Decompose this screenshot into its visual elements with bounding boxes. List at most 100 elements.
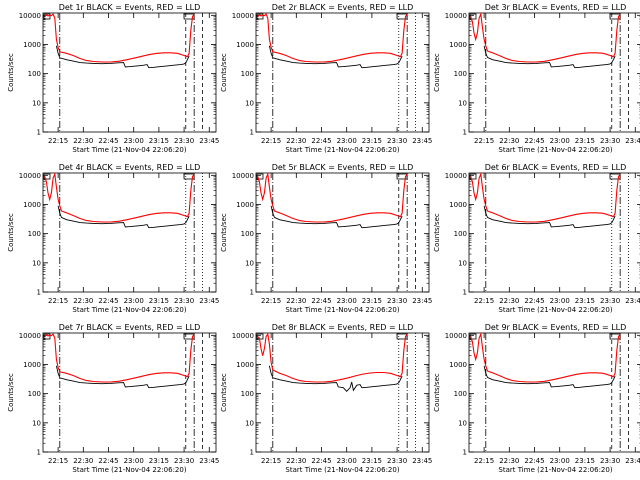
panel-4-flag-box-right [183, 173, 195, 180]
panel-1-title: Det 1r BLACK = Events, RED = LLD [59, 3, 201, 12]
panel-1-xtick-label: 23:00 [124, 137, 144, 145]
panel-1-ytick-label: 1000 [23, 41, 41, 49]
panel-9-flag-box-right [609, 333, 621, 340]
panel-8-xlabel: Start Time (21-Nov-04 22:06:20) [285, 466, 399, 474]
panel-7-xtick-label: 22:30 [73, 457, 93, 465]
panel-9-ytick-label: 10000 [445, 332, 467, 340]
panel-3-flag-box-left [469, 13, 477, 20]
panel-2-xtick-label: 23:45 [412, 137, 432, 145]
panel-6-xtick-label: 23:00 [550, 297, 570, 305]
panel-9-frame [468, 332, 640, 453]
panel-1-lld-line [44, 13, 195, 63]
panel-5-xtick-label: 23:30 [387, 297, 407, 305]
panel-1-xtick-label: 22:45 [98, 137, 118, 145]
panel-6-ytick-label: 100 [454, 230, 467, 238]
panel-7-events-line [55, 365, 190, 389]
panel-5-ytick-label: 10 [245, 259, 254, 267]
panel-4-xtick-label: 22:15 [48, 297, 68, 305]
panel-1-xtick-label: 23:15 [149, 137, 169, 145]
panel-1-events-line [55, 45, 190, 69]
panel-6-xtick-label: 22:30 [499, 297, 519, 305]
panel-1-xtick-label: 23:30 [174, 137, 194, 145]
panel-4-xtick-label: 22:30 [73, 297, 93, 305]
panel-2-xtick-label: 23:00 [337, 137, 357, 145]
panel-8-xtick-label: 23:45 [412, 457, 432, 465]
panel-4-ytick-label: 1000 [23, 201, 41, 209]
panel-7-lld-line [44, 333, 195, 383]
panel-8-title: Det 8r BLACK = Events, RED = LLD [272, 323, 414, 332]
panel-8-xtick-label: 22:45 [311, 457, 331, 465]
panel-7-xtick-label: 23:45 [199, 457, 219, 465]
panel-7-ytick-label: 1 [37, 449, 41, 457]
panel-4-xtick-label: 23:00 [124, 297, 144, 305]
panel-6-frame [468, 172, 640, 293]
panel-3-ytick-label: 10000 [445, 12, 467, 20]
panel-9-xtick-label: 23:30 [600, 457, 620, 465]
panel-7-flag-box-right [183, 333, 195, 340]
panel-5-ytick-label: 10000 [232, 172, 254, 180]
panel-6-xtick-label: 22:15 [474, 297, 494, 305]
panel-7-frame [42, 332, 217, 453]
panel-8-flag-box-right [396, 333, 408, 340]
panel-7-title: Det 7r BLACK = Events, RED = LLD [59, 323, 201, 332]
panel-5-ytick-label: 1000 [236, 201, 254, 209]
panel-7-xtick-label: 23:30 [174, 457, 194, 465]
panel-2-events-line [268, 45, 403, 69]
panel-6-xtick-label: 23:30 [600, 297, 620, 305]
panel-5-flag-box-left [256, 173, 264, 180]
panel-9-ylabel: Counts/sec [433, 373, 441, 412]
panel-5-xtick-label: 23:00 [337, 297, 357, 305]
panel-3-xtick-label: 22:45 [524, 137, 544, 145]
panel-4-events-line [57, 205, 190, 229]
panel-4-ytick-label: 10000 [19, 172, 41, 180]
panel-8-events-line [268, 365, 403, 392]
panel-9-xtick-label: 23:45 [625, 457, 640, 465]
panel-5-xtick-label: 22:15 [261, 297, 281, 305]
panel-2-xtick-label: 22:45 [311, 137, 331, 145]
panel-3-xtick-label: 23:30 [600, 137, 620, 145]
panel-9-xtick-label: 23:00 [550, 457, 570, 465]
panel-6-ylabel: Counts/sec [433, 213, 441, 252]
panel-9-xtick-label: 23:15 [575, 457, 595, 465]
panel-2-xtick-label: 22:15 [261, 137, 281, 145]
panel-6-events-line [483, 205, 616, 229]
panel-2-frame [255, 12, 430, 133]
panel-5-xlabel: Start Time (21-Nov-04 22:06:20) [285, 306, 399, 314]
panel-6-ytick-label: 10 [458, 259, 467, 267]
panel-2-xtick-label: 23:30 [387, 137, 407, 145]
panel-4-lld-line [44, 172, 195, 223]
panel-5-ytick-label: 100 [241, 230, 254, 238]
panel-3-xlabel: Start Time (21-Nov-04 22:06:20) [498, 146, 612, 154]
panel-5-title: Det 5r BLACK = Events, RED = LLD [272, 163, 414, 172]
panel-9-title: Det 9r BLACK = Events, RED = LLD [485, 323, 627, 332]
panel-6-xtick-label: 23:45 [625, 297, 640, 305]
panel-6-ytick-label: 10000 [445, 172, 467, 180]
panel-7-flag-box-left [43, 333, 51, 340]
panel-4-xtick-label: 23:45 [199, 297, 219, 305]
panel-3-xtick-label: 23:15 [575, 137, 595, 145]
panel-7-xlabel: Start Time (21-Nov-04 22:06:20) [72, 466, 186, 474]
panel-9-events-line [483, 365, 616, 389]
panel-4-xtick-label: 23:30 [174, 297, 194, 305]
panel-5-xtick-label: 23:15 [362, 297, 382, 305]
panel-7-ytick-label: 10 [32, 419, 41, 427]
panel-9-flag-box-left [469, 333, 477, 340]
panel-4-flag-box-left [43, 173, 51, 180]
panel-2-ytick-label: 10000 [232, 12, 254, 20]
panel-3-frame [468, 12, 640, 133]
panel-5-events-line [270, 205, 403, 229]
panel-9-xtick-label: 22:15 [474, 457, 494, 465]
panel-2-title: Det 2r BLACK = Events, RED = LLD [272, 3, 414, 12]
panel-4-ytick-label: 10 [32, 259, 41, 267]
panel-5-lld-line [257, 172, 408, 223]
panel-6-flag-box-left [469, 173, 477, 180]
panel-6-ytick-label: 1 [463, 289, 467, 297]
panel-8-ytick-label: 100 [241, 390, 254, 398]
panel-3-events-line [483, 45, 616, 69]
panel-1-flag-box-left [43, 13, 51, 20]
panel-5-ytick-label: 1 [250, 289, 254, 297]
panel-3-ytick-label: 10 [458, 99, 467, 107]
panel-2-ylabel: Counts/sec [220, 53, 228, 92]
panel-4-ytick-label: 1 [37, 289, 41, 297]
